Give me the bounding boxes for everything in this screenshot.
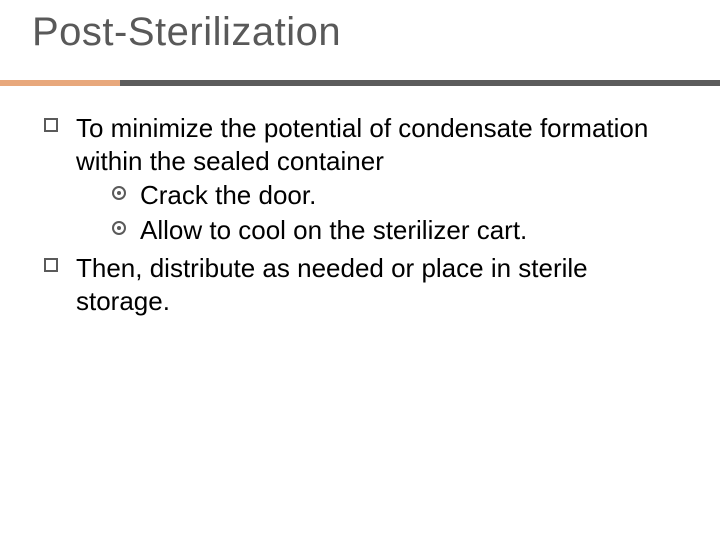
- sublist-item-text: Allow to cool on the sterilizer cart.: [140, 214, 684, 247]
- square-bullet-icon: [44, 258, 58, 272]
- title-underline: [0, 80, 720, 86]
- slide: Post-Sterilization To minimize the poten…: [0, 0, 720, 540]
- square-bullet-icon: [44, 118, 58, 132]
- list-item: To minimize the potential of condensate …: [44, 112, 684, 246]
- list-item: Then, distribute as needed or place in s…: [44, 252, 684, 317]
- target-bullet-icon: [112, 186, 126, 200]
- sublist-item: Crack the door.: [76, 179, 684, 212]
- title-underline-rest: [120, 80, 720, 86]
- target-bullet-icon: [112, 221, 126, 235]
- title-underline-accent: [0, 80, 120, 86]
- slide-title: Post-Sterilization: [32, 10, 341, 55]
- sublist-item: Allow to cool on the sterilizer cart.: [76, 214, 684, 247]
- sublist-item-text: Crack the door.: [140, 179, 684, 212]
- list-item-text: To minimize the potential of condensate …: [76, 112, 684, 177]
- body-content: To minimize the potential of condensate …: [44, 112, 684, 323]
- list-item-text: Then, distribute as needed or place in s…: [76, 252, 684, 317]
